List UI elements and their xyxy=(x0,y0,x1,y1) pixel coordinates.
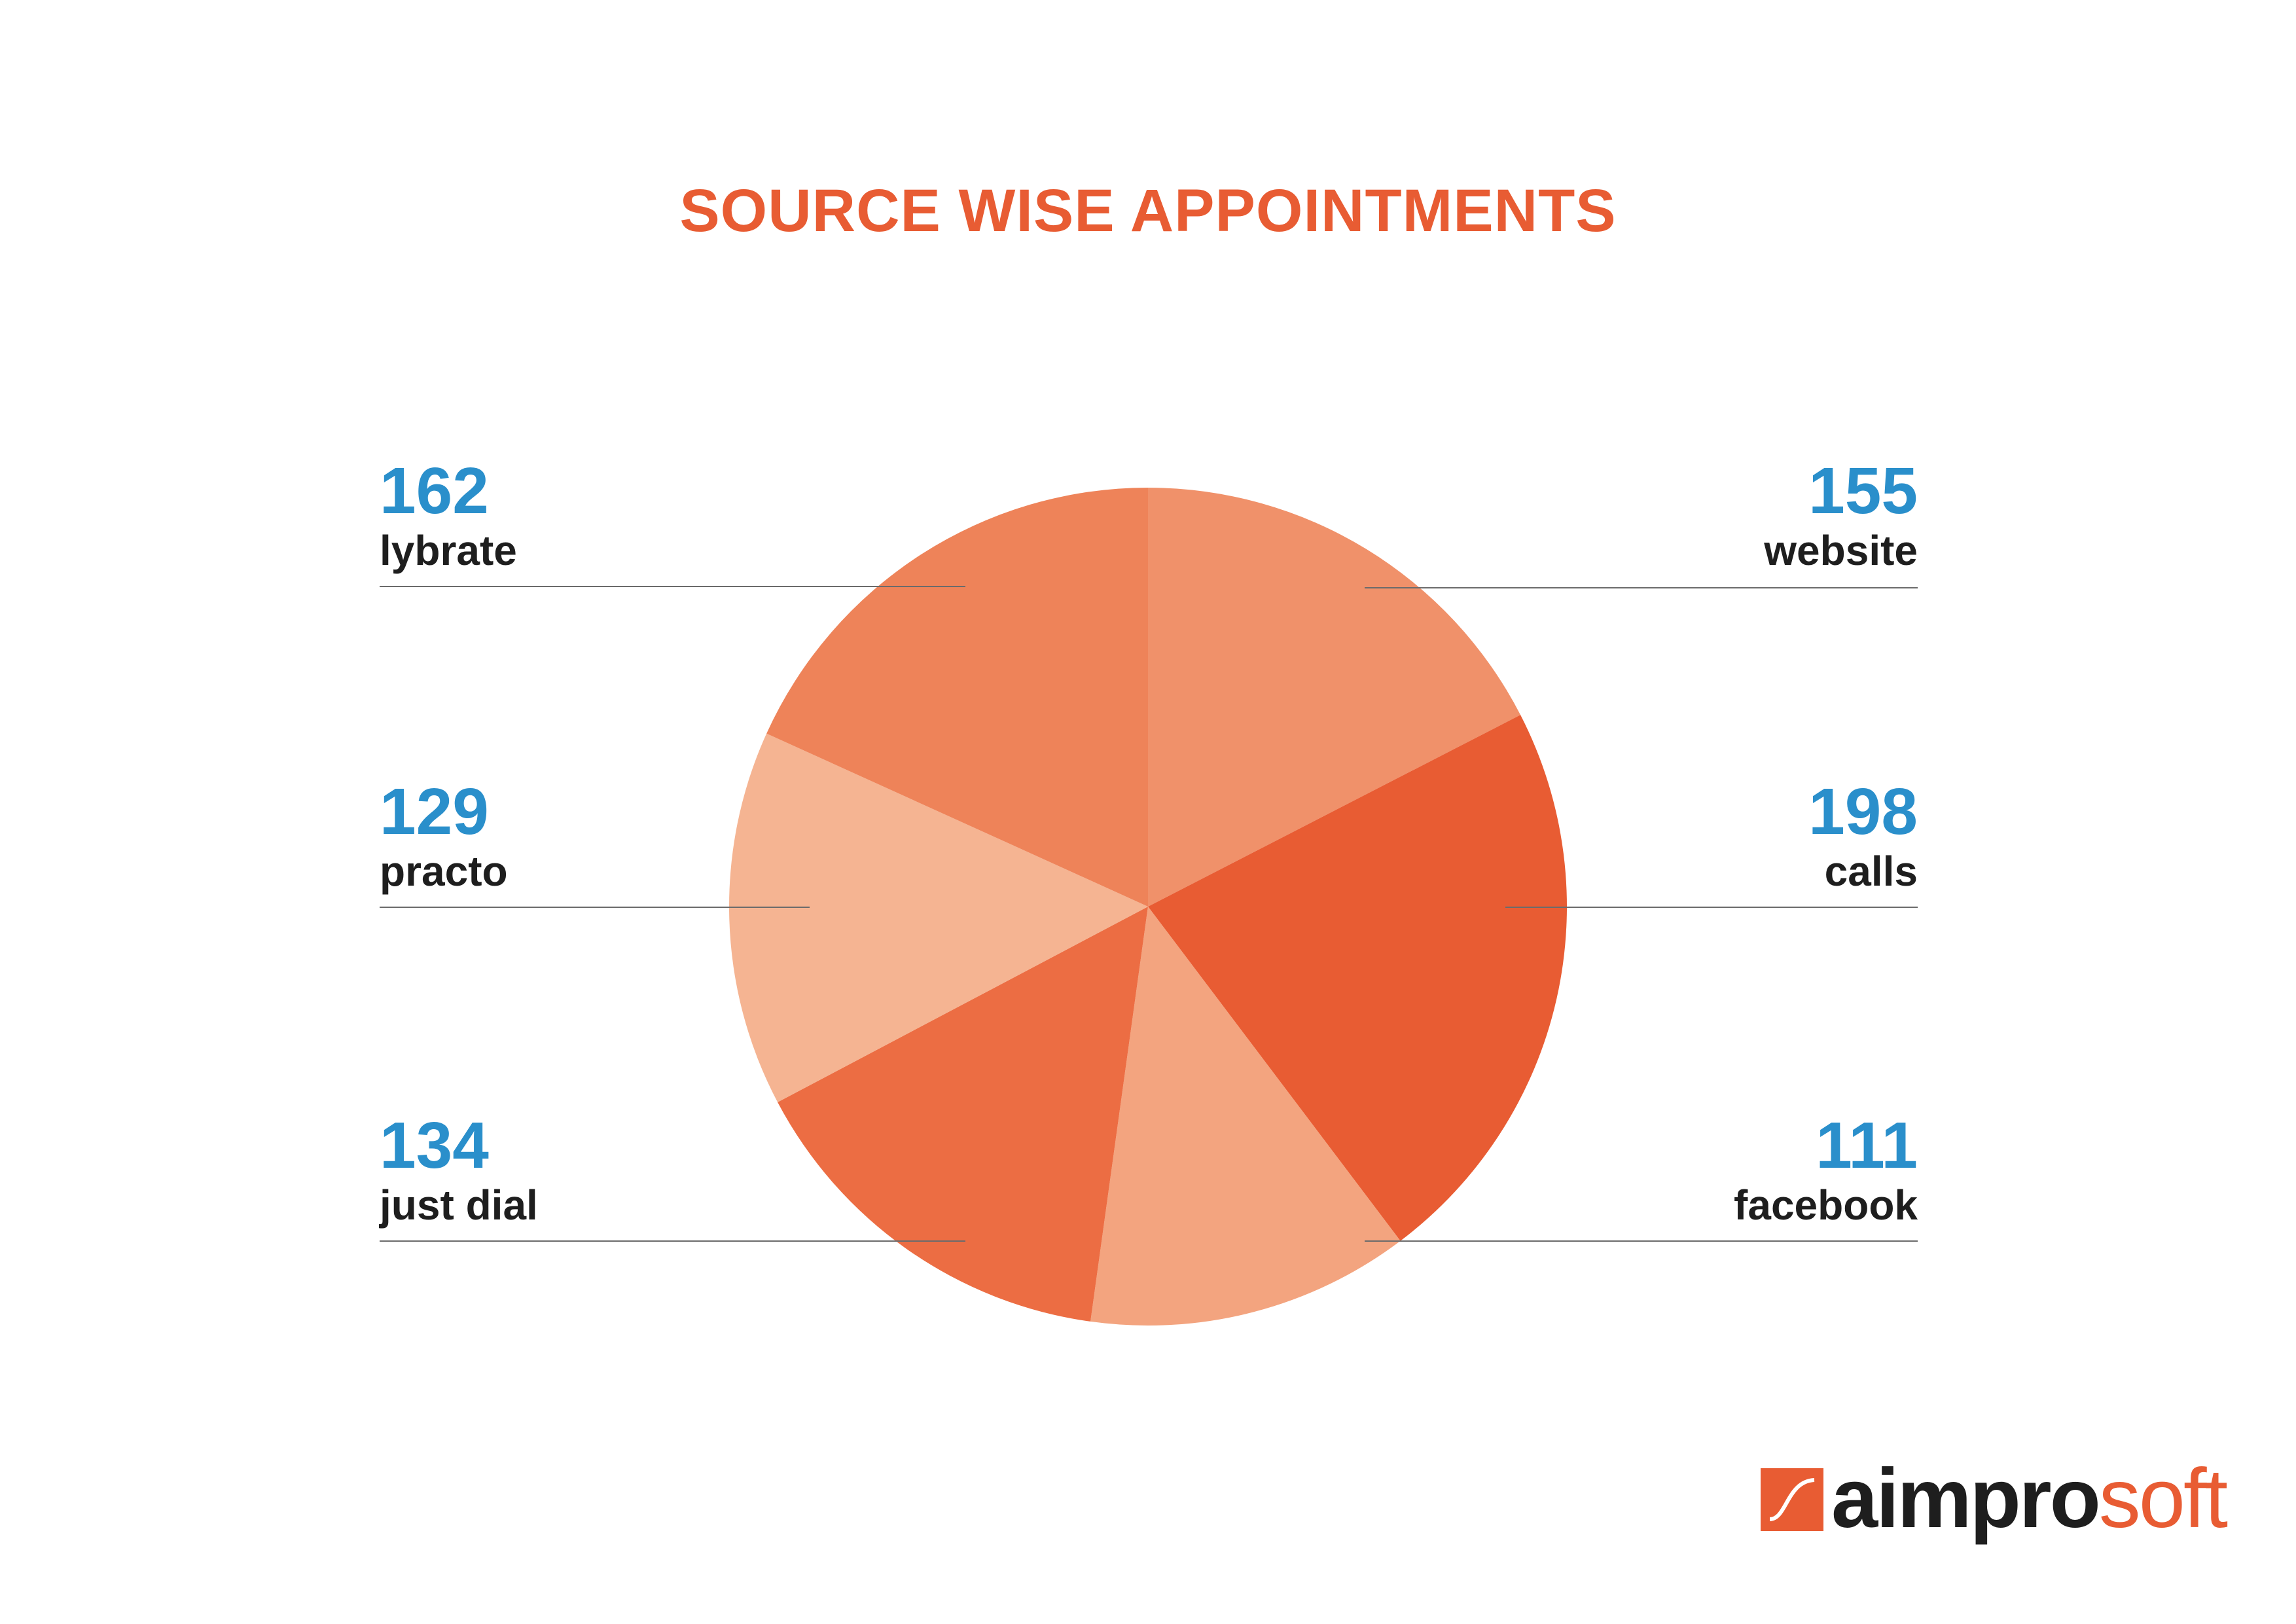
value-label-website: 155 xyxy=(1808,454,1918,528)
pie-slice-practo xyxy=(728,733,1148,1102)
logo-mark-icon xyxy=(1761,1468,1823,1531)
callout-practo: 129 practo xyxy=(380,779,655,894)
category-label-website: website xyxy=(1764,527,1918,574)
pie-slice-website xyxy=(1148,488,1521,907)
category-label-facebook: facebook xyxy=(1734,1182,1918,1229)
leader-line-website xyxy=(1365,587,1918,588)
logo-text-dark: aimpro xyxy=(1831,1452,2101,1545)
leader-line-practo xyxy=(380,907,810,908)
value-label-facebook: 111 xyxy=(1816,1109,1918,1182)
chart-title: SOURCE WISE APPOINTMENTS xyxy=(679,177,1617,244)
callout-calls: 198 calls xyxy=(1643,779,1918,894)
category-label-lybrate: lybrate xyxy=(380,527,517,574)
pie-slice-just-dial xyxy=(778,907,1148,1322)
logo-text-accent: soft xyxy=(2098,1452,2228,1545)
callout-lybrate: 162 lybrate xyxy=(380,458,655,573)
value-label-just-dial: 134 xyxy=(380,1109,489,1182)
callout-website: 155 website xyxy=(1643,458,1918,573)
leader-line-calls xyxy=(1505,907,1918,908)
leader-line-lybrate xyxy=(380,586,965,587)
pie-slice-calls xyxy=(1148,715,1567,1241)
callout-facebook: 111 facebook xyxy=(1643,1113,1918,1228)
value-label-practo: 129 xyxy=(380,775,489,848)
pie-slice-lybrate xyxy=(766,488,1148,907)
leader-line-just-dial xyxy=(380,1240,965,1242)
leader-line-facebook xyxy=(1365,1240,1918,1242)
category-label-practo: practo xyxy=(380,848,508,895)
category-label-just-dial: just dial xyxy=(380,1182,538,1229)
value-label-lybrate: 162 xyxy=(380,454,489,528)
value-label-calls: 198 xyxy=(1808,775,1918,848)
pie-slice-facebook xyxy=(1090,907,1401,1326)
category-label-calls: calls xyxy=(1824,848,1918,895)
logo-wordmark: aimprosoft xyxy=(1831,1456,2228,1542)
callout-just-dial: 134 just dial xyxy=(380,1113,655,1228)
